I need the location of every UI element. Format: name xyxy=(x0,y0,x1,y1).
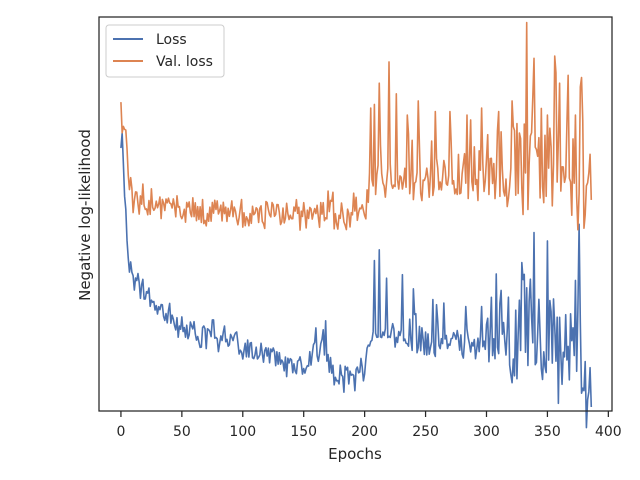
x-tick-label: 0 xyxy=(116,424,125,440)
x-tick-label: 100 xyxy=(229,424,256,440)
y-axis-label: Negative log-likelihood xyxy=(76,129,94,301)
series-line-loss xyxy=(120,132,593,429)
legend-label-loss: Loss xyxy=(156,32,187,48)
x-axis: 0 50 100 150 200 250 300 350 400 xyxy=(116,411,622,440)
series-layer xyxy=(120,21,593,429)
x-tick-label: 250 xyxy=(412,424,439,440)
legend: Loss Val. loss xyxy=(105,24,225,78)
x-axis-label: Epochs xyxy=(328,445,382,463)
x-tick-label: 300 xyxy=(473,424,500,440)
plot-frame xyxy=(98,16,613,412)
x-tick-label: 350 xyxy=(534,424,561,440)
series-line-val-loss xyxy=(120,21,593,231)
x-tick-label: 400 xyxy=(595,424,622,440)
x-tick-label: 50 xyxy=(173,424,191,440)
legend-label-val-loss: Val. loss xyxy=(156,54,213,70)
x-tick-label: 150 xyxy=(290,424,317,440)
x-tick-label: 200 xyxy=(351,424,378,440)
